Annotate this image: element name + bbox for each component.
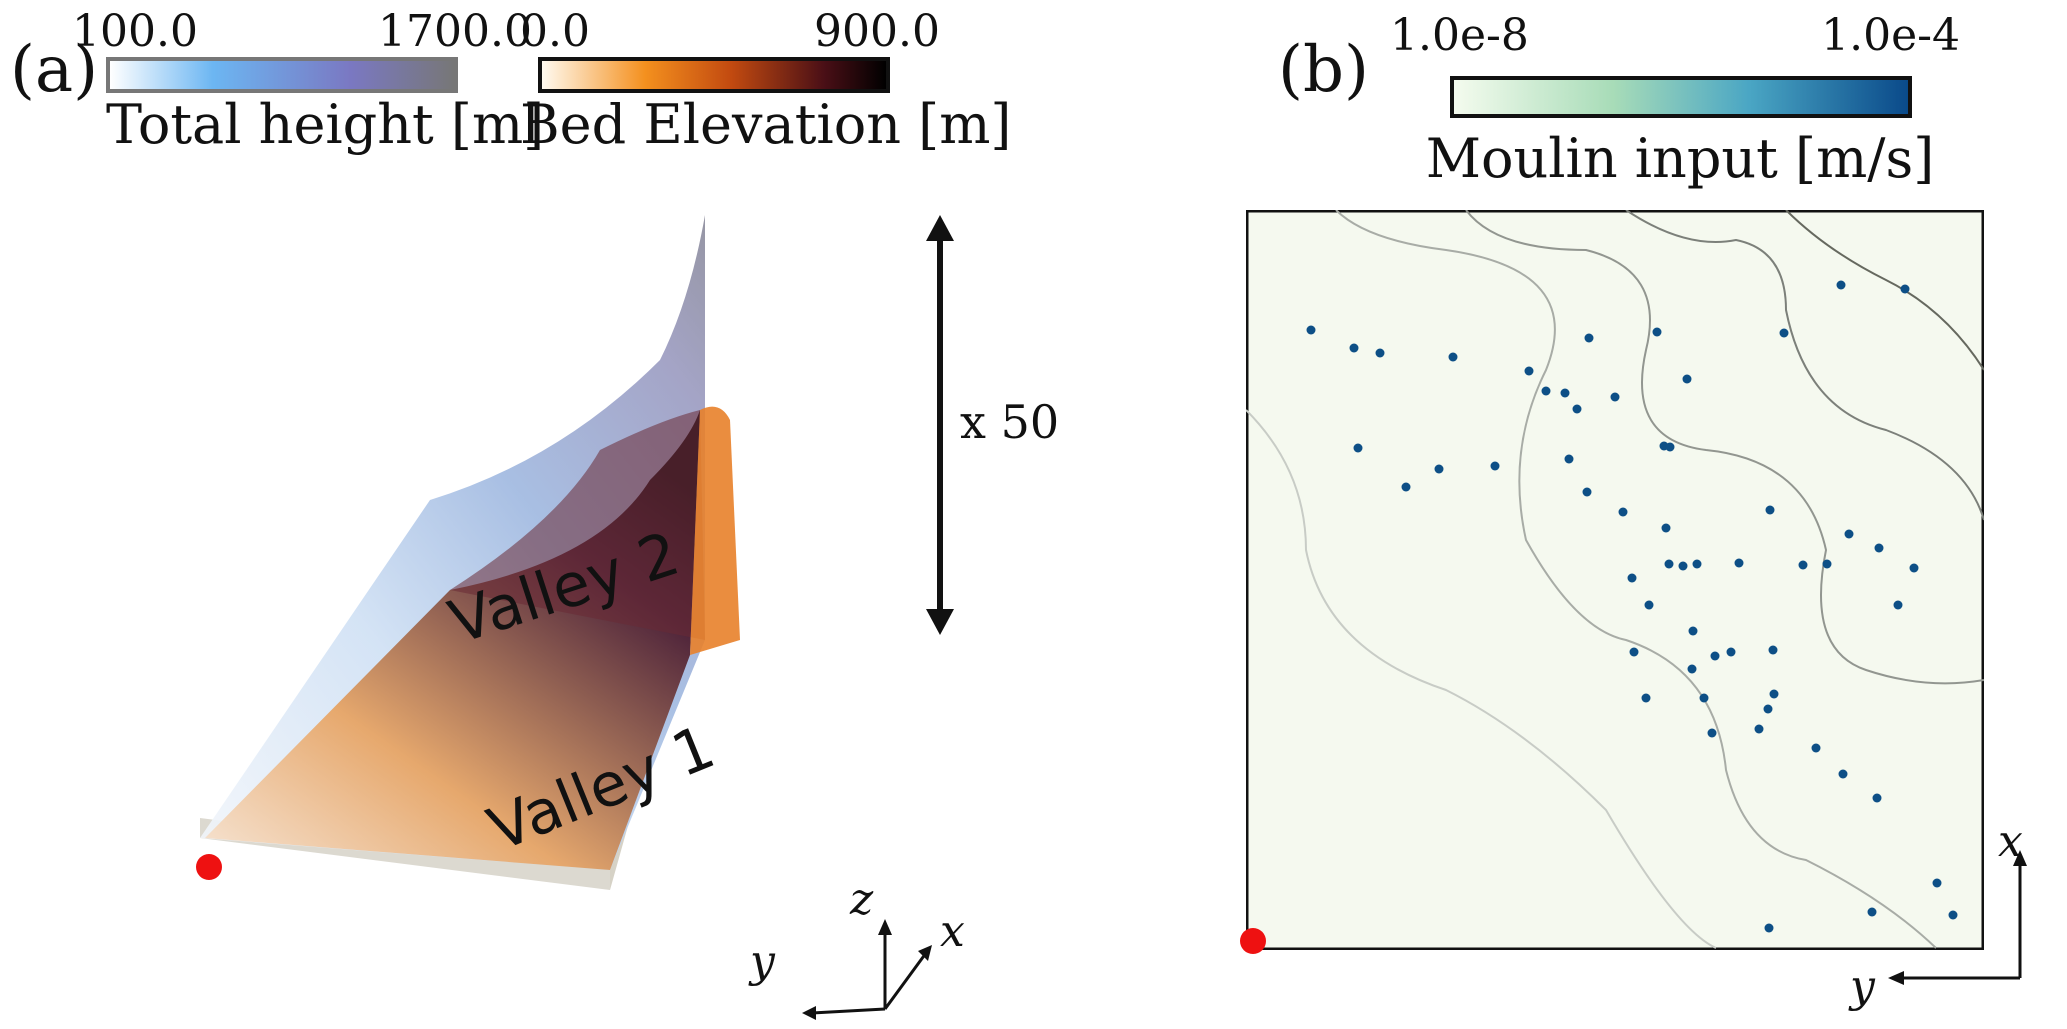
moulin-point [1584, 333, 1594, 343]
moulin-point [1661, 523, 1671, 533]
moulin-point [1874, 543, 1884, 553]
moulin-point [1822, 559, 1832, 569]
moulin-point [1641, 693, 1651, 703]
moulin-point [1909, 563, 1919, 573]
moulin-point [1582, 487, 1592, 497]
moulin-point [1765, 505, 1775, 515]
moulin-colorbar-min: 1.0e-8 [1390, 10, 1529, 61]
moulin-point [1764, 923, 1774, 933]
moulin-point [1541, 386, 1551, 396]
moulin-point [1699, 693, 1709, 703]
moulin-point [1349, 343, 1359, 353]
moulin-point [1838, 769, 1848, 779]
moulin-point [1664, 559, 1674, 569]
axis-x-label-b: x [1998, 816, 2023, 867]
moulin-colorbar-title: Moulin input [m/s] [1425, 127, 1935, 190]
moulin-point [1893, 600, 1903, 610]
axis-y-label-a: y [750, 936, 775, 987]
moulin-point [1867, 907, 1877, 917]
moulin-point [1560, 388, 1570, 398]
contour-line [1465, 210, 1984, 685]
moulin-point [1688, 626, 1698, 636]
moulin-point [1844, 529, 1854, 539]
moulin-point [1610, 392, 1620, 402]
moulin-point [1707, 728, 1717, 738]
moulin-point [1618, 507, 1628, 517]
moulin-point [1779, 328, 1789, 338]
moulin-point [1769, 689, 1779, 699]
moulin-point [1768, 645, 1778, 655]
bed-elevation-colorbar-title: Bed Elevation [m] [520, 93, 1012, 156]
contour-line [1246, 409, 1717, 949]
moulin-point [1490, 461, 1500, 471]
moulin-point [1763, 704, 1773, 714]
panel-b-label: (b) [1278, 33, 1369, 107]
axes-2d [1888, 850, 2027, 985]
exaggeration-label: x 50 [960, 395, 1060, 449]
moulin-point [1872, 793, 1882, 803]
moulin-point [1682, 374, 1692, 384]
moulin-point [1434, 464, 1444, 474]
moulin-point [1734, 558, 1744, 568]
moulin-point [1375, 348, 1385, 358]
moulin-point [1629, 647, 1639, 657]
moulin-point [1811, 743, 1821, 753]
axes-triad-3d [802, 919, 932, 1020]
total-height-colorbar-min: 100.0 [72, 6, 198, 57]
moulin-point [1710, 651, 1720, 661]
moulin-point [1524, 366, 1534, 376]
total-height-colorbar-max: 1700.0 [378, 6, 532, 57]
origin-marker-b [1240, 928, 1266, 954]
axis-x-label-a: x [940, 906, 965, 957]
moulin-point [1306, 325, 1316, 335]
axis-z-label-a: z [850, 874, 874, 925]
moulin-point [1692, 559, 1702, 569]
bed-elevation-colorbar [538, 57, 890, 93]
moulin-point [1448, 352, 1458, 362]
moulin-point [1948, 910, 1958, 920]
panel-a-label: (a) [10, 33, 99, 107]
moulin-point [1627, 573, 1637, 583]
moulin-point [1401, 482, 1411, 492]
moulin-point [1687, 664, 1697, 674]
moulin-point [1353, 443, 1363, 453]
moulin-point [1572, 404, 1582, 414]
moulin-colorbar-max: 1.0e-4 [1821, 10, 1960, 61]
moulin-point [1564, 454, 1574, 464]
moulin-point [1665, 442, 1675, 452]
moulin-point [1652, 327, 1662, 337]
origin-marker-a [196, 854, 222, 880]
moulin-point [1836, 280, 1846, 290]
moulin-point [1932, 878, 1942, 888]
total-height-colorbar [106, 57, 458, 93]
moulin-point [1754, 724, 1764, 734]
moulin-point [1900, 284, 1910, 294]
moulin-colorbar [1450, 76, 1912, 118]
glacier-3d-rendering [200, 215, 740, 890]
moulin-point [1644, 600, 1654, 610]
contour-line [1785, 210, 1984, 371]
moulin-point [1726, 647, 1736, 657]
contour-line [1335, 210, 1937, 949]
vertical-exaggeration-arrow [926, 215, 954, 635]
bed-elevation-colorbar-max: 900.0 [814, 6, 940, 57]
axis-y-label-b: y [1850, 961, 1875, 1012]
total-height-colorbar-title: Total height [m] [106, 93, 545, 156]
moulin-point [1678, 561, 1688, 571]
bed-elevation-colorbar-min: 0.0 [520, 6, 590, 57]
moulin-map [1246, 210, 1984, 950]
moulin-point [1798, 560, 1808, 570]
contour-line [1625, 210, 1984, 521]
